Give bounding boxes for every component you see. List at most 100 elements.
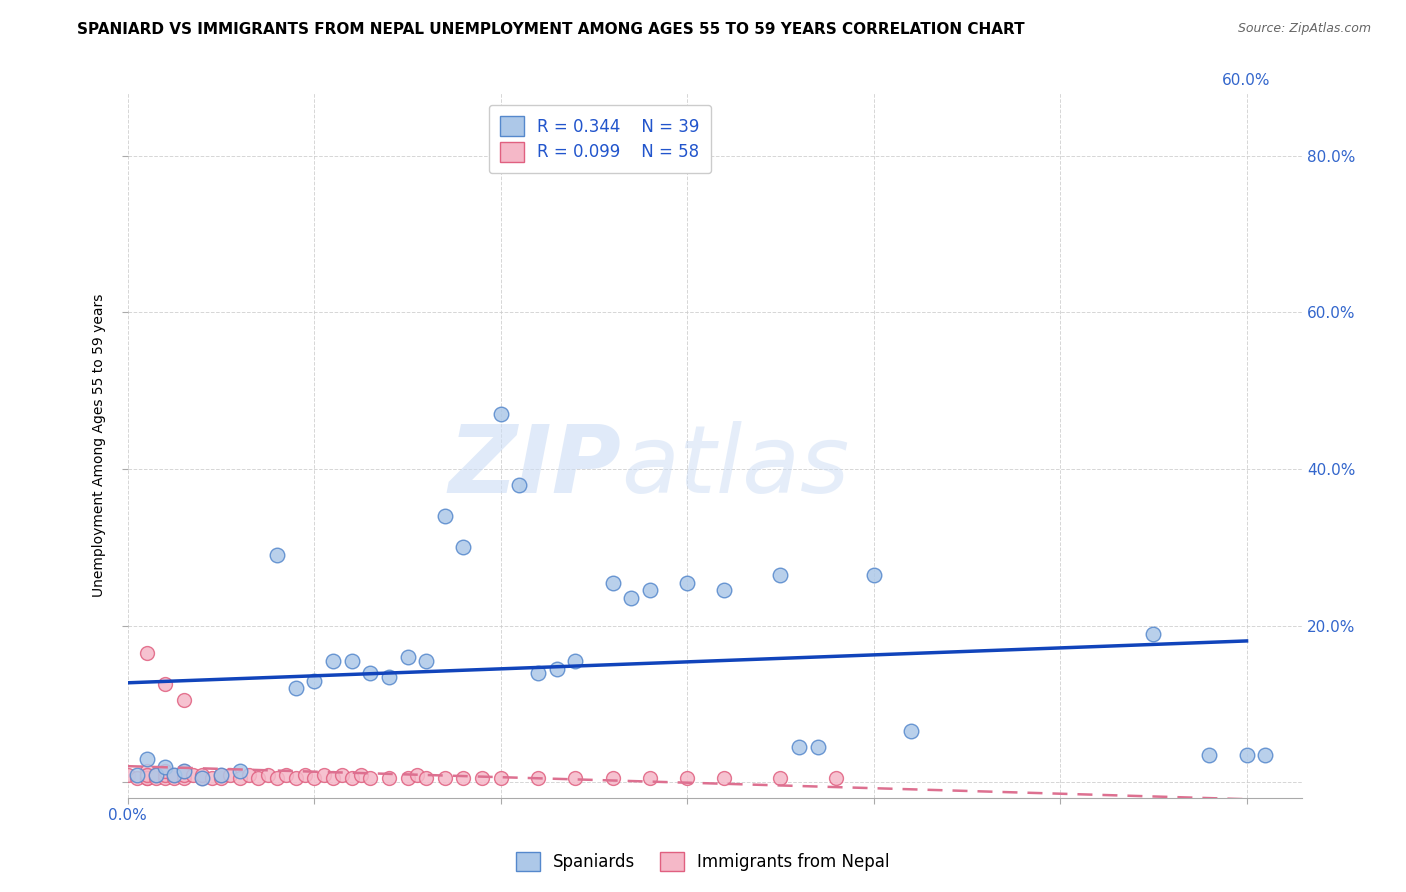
Point — [209, 772, 232, 786]
Point — [135, 767, 157, 781]
Point — [153, 760, 176, 774]
Point — [453, 541, 475, 555]
Point — [489, 772, 512, 786]
Point — [173, 764, 195, 778]
Point — [638, 583, 661, 598]
Point — [209, 767, 232, 781]
Point — [405, 767, 427, 781]
Point — [163, 767, 186, 781]
Point — [173, 767, 195, 781]
Point — [163, 767, 186, 781]
Point — [433, 772, 456, 786]
Y-axis label: Unemployment Among Ages 55 to 59 years: Unemployment Among Ages 55 to 59 years — [93, 293, 107, 597]
Point — [135, 752, 157, 766]
Point — [769, 567, 792, 582]
Point — [713, 583, 735, 598]
Point — [1142, 626, 1164, 640]
Point — [340, 772, 363, 786]
Text: ZIP: ZIP — [449, 421, 621, 513]
Point — [415, 654, 437, 668]
Point — [145, 772, 167, 786]
Point — [1198, 747, 1220, 762]
Point — [266, 548, 288, 562]
Point — [453, 772, 475, 786]
Point — [527, 665, 550, 680]
Text: atlas: atlas — [621, 421, 849, 512]
Point — [602, 575, 624, 590]
Point — [359, 772, 381, 786]
Point — [1254, 747, 1277, 762]
Point — [229, 772, 252, 786]
Point — [620, 591, 643, 606]
Point — [787, 740, 810, 755]
Point — [527, 772, 550, 786]
Point — [330, 767, 353, 781]
Point — [127, 767, 149, 781]
Point — [201, 772, 224, 786]
Point — [229, 764, 252, 778]
Point — [769, 772, 792, 786]
Point — [1236, 747, 1258, 762]
Point — [247, 772, 270, 786]
Point — [135, 764, 157, 778]
Point — [153, 772, 176, 786]
Text: Source: ZipAtlas.com: Source: ZipAtlas.com — [1237, 22, 1371, 36]
Point — [546, 662, 568, 676]
Point — [564, 772, 586, 786]
Point — [153, 677, 176, 691]
Point — [145, 767, 167, 781]
Point — [209, 767, 232, 781]
Point — [135, 646, 157, 660]
Point — [219, 767, 242, 781]
Point — [284, 772, 307, 786]
Point — [304, 772, 326, 786]
Point — [181, 767, 204, 781]
Point — [322, 772, 344, 786]
Point — [900, 724, 922, 739]
Point — [173, 693, 195, 707]
Point — [256, 767, 278, 781]
Point — [862, 567, 884, 582]
Point — [135, 772, 157, 786]
Point — [173, 764, 195, 778]
Point — [191, 767, 214, 781]
Point — [433, 508, 456, 523]
Point — [173, 772, 195, 786]
Point — [415, 772, 437, 786]
Point — [713, 772, 735, 786]
Point — [153, 764, 176, 778]
Point — [378, 772, 401, 786]
Point — [396, 650, 419, 665]
Text: SPANIARD VS IMMIGRANTS FROM NEPAL UNEMPLOYMENT AMONG AGES 55 TO 59 YEARS CORRELA: SPANIARD VS IMMIGRANTS FROM NEPAL UNEMPL… — [77, 22, 1025, 37]
Point — [807, 740, 830, 755]
Legend: Spaniards, Immigrants from Nepal: Spaniards, Immigrants from Nepal — [508, 843, 898, 880]
Point — [135, 767, 157, 781]
Point — [153, 767, 176, 781]
Point — [276, 767, 298, 781]
Point — [322, 654, 344, 668]
Point — [191, 772, 214, 786]
Point — [602, 772, 624, 786]
Point — [638, 772, 661, 786]
Point — [312, 767, 335, 781]
Point — [340, 654, 363, 668]
Point — [564, 654, 586, 668]
Point — [135, 772, 157, 786]
Legend: R = 0.344    N = 39, R = 0.099    N = 58: R = 0.344 N = 39, R = 0.099 N = 58 — [488, 104, 711, 173]
Point — [117, 767, 139, 781]
Point — [284, 681, 307, 696]
Point — [191, 772, 214, 786]
Point — [676, 772, 699, 786]
Point — [304, 673, 326, 688]
Point — [359, 665, 381, 680]
Point — [145, 767, 167, 781]
Point — [294, 767, 316, 781]
Point — [238, 767, 260, 781]
Point — [350, 767, 373, 781]
Point — [471, 772, 494, 786]
Point — [825, 772, 848, 786]
Point — [266, 772, 288, 786]
Point — [489, 407, 512, 421]
Point — [127, 772, 149, 786]
Point — [508, 477, 530, 491]
